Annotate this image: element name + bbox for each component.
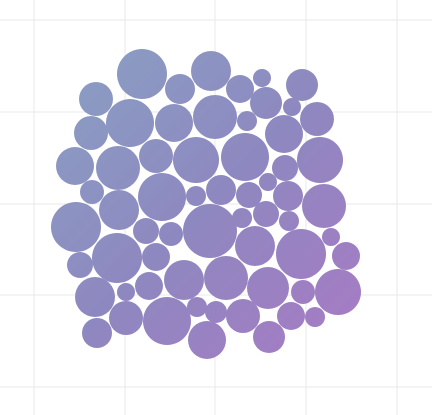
bubble-12: [250, 87, 282, 119]
bubble-2: [191, 51, 231, 91]
bubble-13: [283, 98, 301, 116]
bubble-59: [226, 299, 260, 333]
bubble-39: [302, 184, 346, 228]
bubble-4: [226, 75, 254, 103]
bubble-34: [159, 222, 183, 246]
bubble-10: [193, 95, 237, 139]
bubble-61: [305, 307, 325, 327]
bubble-45: [332, 242, 360, 270]
bubble-60: [277, 302, 305, 330]
bubble-15: [74, 116, 108, 150]
bubble-54: [315, 269, 361, 315]
bubble-9: [155, 104, 193, 142]
bubble-24: [80, 180, 104, 204]
bubble-40: [322, 228, 340, 246]
bubble-48: [204, 256, 248, 300]
bubble-17: [56, 147, 94, 185]
bubble-35: [183, 204, 237, 258]
bubble-57: [187, 297, 207, 317]
bubble-16: [265, 115, 303, 153]
bubble-50: [135, 272, 163, 300]
bubble-55: [143, 297, 191, 345]
bubble-30: [273, 181, 303, 211]
bubble-8: [106, 99, 154, 147]
bubble-26: [186, 186, 206, 206]
bubble-5: [253, 69, 271, 87]
bubble-62: [82, 318, 112, 348]
bubble-41: [92, 233, 142, 283]
bubble-31: [51, 202, 101, 252]
bubble-1: [117, 49, 167, 99]
bubble-6: [286, 69, 318, 101]
bubble-43: [235, 226, 275, 266]
bubble-21: [221, 133, 269, 181]
bubble-25: [138, 173, 186, 221]
bubble-19: [139, 139, 173, 173]
bubble-32: [99, 190, 139, 230]
bubble-14: [300, 102, 334, 136]
bubble-33: [133, 218, 159, 244]
bubble-47: [164, 260, 204, 300]
bubble-56: [109, 301, 143, 335]
bubble-20: [173, 137, 219, 183]
bubble-18: [96, 146, 140, 190]
bubble-46: [67, 252, 93, 278]
bubble-53: [291, 280, 315, 304]
bubble-23: [297, 137, 343, 183]
bubble-64: [253, 321, 285, 353]
bubble-37: [253, 201, 279, 227]
bubble-52: [75, 277, 115, 317]
bubble-36: [232, 208, 252, 228]
bubble-51: [117, 283, 135, 301]
bubble-22: [272, 155, 298, 181]
bubble-63: [188, 321, 226, 359]
bubble-7: [79, 82, 113, 116]
bubble-58: [205, 301, 227, 323]
bubble-27: [206, 175, 236, 205]
bubble-11: [237, 111, 257, 131]
bubble-42: [142, 243, 170, 271]
bubble-38: [279, 211, 299, 231]
bubble-44: [276, 229, 326, 279]
bubble-3: [165, 74, 195, 104]
bubble-29: [259, 173, 277, 191]
